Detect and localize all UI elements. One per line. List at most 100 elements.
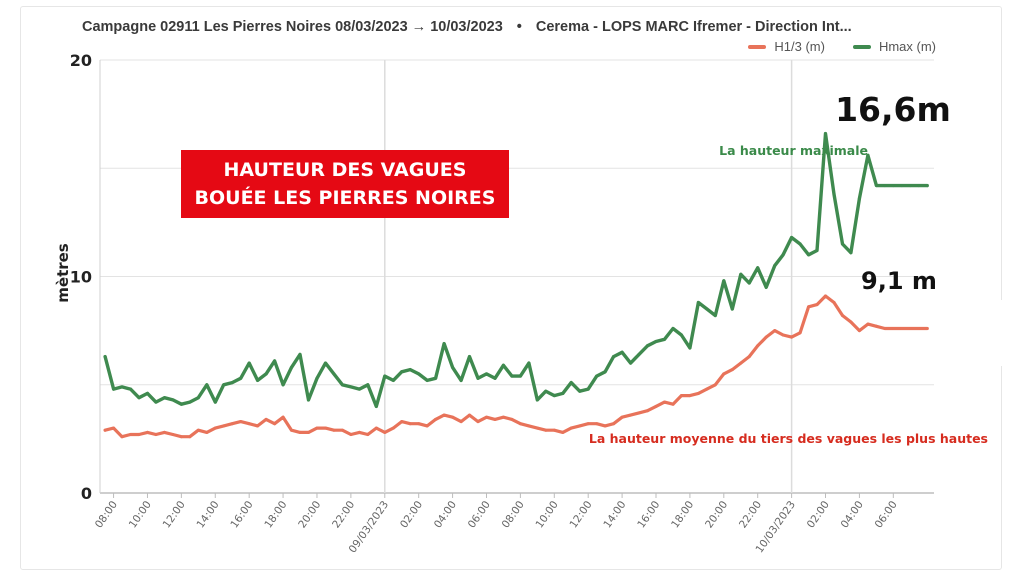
data-point-hmax xyxy=(400,370,404,374)
data-point-h13 xyxy=(561,430,565,434)
data-point-h13 xyxy=(332,428,336,432)
data-point-hmax xyxy=(501,363,505,367)
data-point-h13 xyxy=(391,426,395,430)
y-axis-label: mètres xyxy=(54,243,72,303)
data-point-h13 xyxy=(129,433,132,436)
data-point-hmax xyxy=(569,381,573,385)
data-point-h13 xyxy=(256,424,260,428)
data-point-hmax xyxy=(561,391,565,395)
data-point-hmax xyxy=(162,396,166,400)
data-point-h13 xyxy=(722,372,726,376)
x-tick-label: 10:00 xyxy=(534,499,561,531)
data-point-h13 xyxy=(273,422,277,426)
data-point-hmax xyxy=(391,378,395,382)
x-tick-label: 12:00 xyxy=(567,499,594,531)
data-point-hmax xyxy=(891,184,895,188)
data-point-h13 xyxy=(764,335,768,339)
data-point-hmax xyxy=(247,361,251,365)
series-line-hmax xyxy=(103,131,929,409)
data-point-hmax xyxy=(705,307,709,311)
data-point-hmax xyxy=(264,372,268,376)
data-point-h13 xyxy=(688,394,692,398)
data-point-hmax xyxy=(603,370,607,374)
data-point-hmax xyxy=(679,333,683,337)
data-point-h13 xyxy=(290,428,293,432)
data-point-h13 xyxy=(552,428,556,432)
data-point-hmax xyxy=(493,376,497,380)
data-point-hmax xyxy=(925,184,929,188)
data-point-hmax xyxy=(315,376,319,380)
x-tick-label: 04:00 xyxy=(432,499,459,531)
data-point-hmax xyxy=(544,389,548,393)
x-tick-label: 18:00 xyxy=(262,499,289,531)
data-point-h13 xyxy=(730,368,734,372)
data-point-h13 xyxy=(281,415,285,419)
data-point-h13 xyxy=(535,426,539,430)
legend-item-h13[interactable]: H1/3 (m) xyxy=(748,39,825,54)
data-point-h13 xyxy=(383,430,387,434)
data-point-h13 xyxy=(459,420,463,424)
data-point-hmax xyxy=(739,272,743,276)
data-point-hmax xyxy=(290,365,293,369)
data-point-hmax xyxy=(205,383,209,387)
data-point-h13 xyxy=(222,424,226,428)
data-point-hmax xyxy=(468,355,471,359)
x-tick-label: 16:00 xyxy=(228,499,255,531)
data-point-h13 xyxy=(595,422,599,426)
hmax-description: La hauteur maximale xyxy=(719,143,868,158)
x-tick-label: 20:00 xyxy=(296,499,323,531)
x-tick-label: 12:00 xyxy=(161,499,188,531)
data-point-hmax xyxy=(620,350,624,354)
legend-swatch-h13 xyxy=(748,44,767,49)
data-point-hmax xyxy=(824,132,827,136)
data-point-h13 xyxy=(146,430,149,434)
data-point-hmax xyxy=(256,378,260,382)
data-point-h13 xyxy=(230,422,234,426)
data-point-h13 xyxy=(527,424,531,428)
data-point-h13 xyxy=(646,409,649,413)
data-point-h13 xyxy=(188,435,192,439)
data-point-h13 xyxy=(874,324,878,328)
data-point-hmax xyxy=(730,307,734,311)
title-separator: • xyxy=(516,19,522,35)
legend-label-h13: H1/3 (m) xyxy=(774,39,825,54)
data-point-h13 xyxy=(654,404,658,408)
data-point-h13 xyxy=(841,314,844,317)
series-line-h13 xyxy=(103,294,929,439)
legend-item-hmax[interactable]: Hmax (m) xyxy=(852,39,936,54)
data-point-h13 xyxy=(408,422,412,426)
data-point-hmax xyxy=(383,374,387,378)
data-point-h13 xyxy=(112,426,116,430)
data-point-h13 xyxy=(815,303,819,307)
data-point-h13 xyxy=(357,430,361,434)
data-point-hmax xyxy=(917,184,921,188)
data-point-h13 xyxy=(239,420,243,424)
data-point-hmax xyxy=(849,251,853,255)
data-point-h13 xyxy=(832,301,836,304)
data-point-h13 xyxy=(154,433,158,436)
y-tick-label: 10 xyxy=(70,268,92,287)
x-tick-label: 16:00 xyxy=(635,499,662,531)
data-point-hmax xyxy=(586,387,590,391)
y-tick-label: 20 xyxy=(70,51,92,70)
x-tick-label: 06:00 xyxy=(466,499,493,531)
data-point-hmax xyxy=(137,396,141,400)
data-point-h13 xyxy=(162,430,166,434)
data-point-hmax xyxy=(298,352,302,356)
data-point-hmax xyxy=(646,344,649,348)
data-point-hmax xyxy=(273,359,277,363)
data-point-h13 xyxy=(629,413,633,417)
data-point-h13 xyxy=(798,331,802,335)
data-point-hmax xyxy=(434,376,438,380)
data-point-hmax xyxy=(154,400,158,404)
data-point-hmax xyxy=(756,266,760,270)
data-point-hmax xyxy=(713,314,717,317)
x-tick-label: 08:00 xyxy=(500,499,527,531)
data-point-h13 xyxy=(264,417,268,421)
y-tick-label: 0 xyxy=(81,484,92,503)
h13-description: La hauteur moyenne du tiers des vagues l… xyxy=(589,431,988,446)
data-point-h13 xyxy=(544,428,548,432)
data-point-hmax xyxy=(908,184,912,188)
x-tick-label: 02:00 xyxy=(398,499,425,531)
